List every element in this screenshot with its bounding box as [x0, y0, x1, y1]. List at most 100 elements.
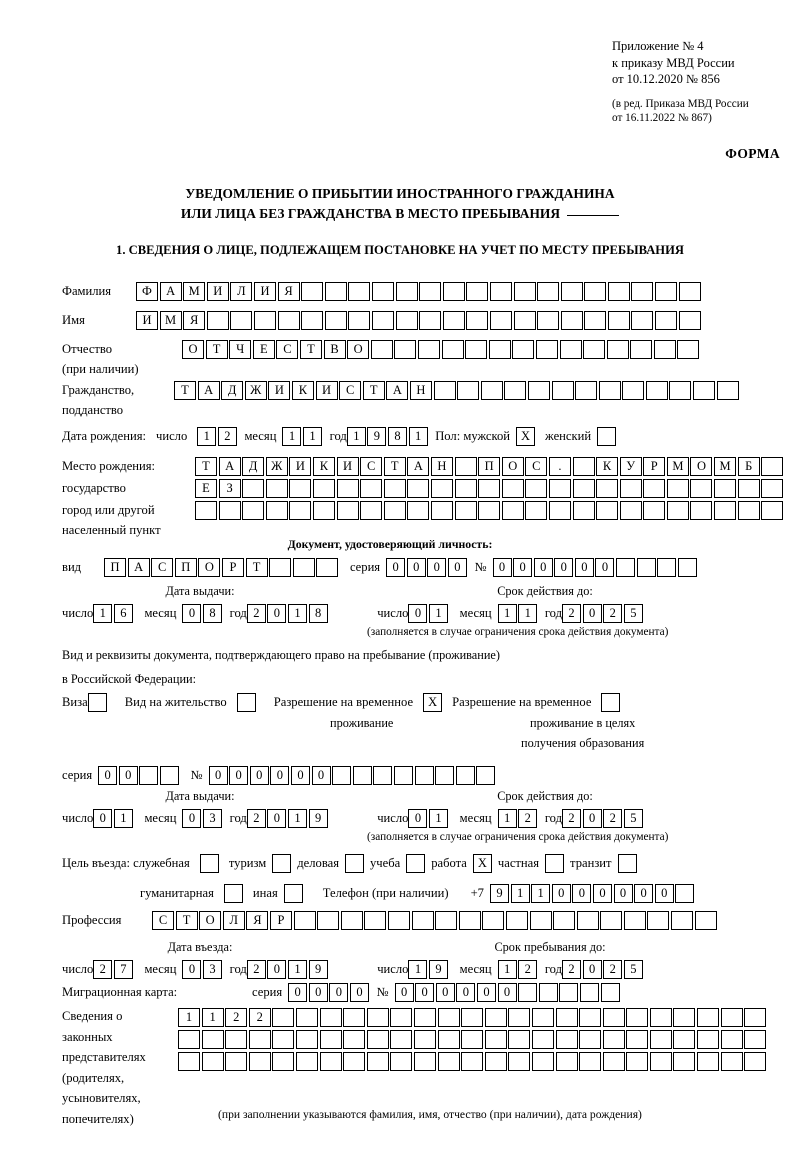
- char-box[interactable]: [293, 911, 316, 930]
- char-box[interactable]: 9: [308, 960, 328, 979]
- char-box[interactable]: Б: [737, 457, 760, 476]
- char-box[interactable]: 0: [574, 558, 594, 577]
- char-box[interactable]: 2: [603, 960, 623, 979]
- char-box[interactable]: [395, 282, 418, 301]
- char-box[interactable]: [383, 479, 406, 498]
- char-box[interactable]: [319, 1008, 342, 1027]
- char-box[interactable]: [647, 911, 670, 930]
- char-box[interactable]: 1: [518, 604, 538, 623]
- char-box[interactable]: 0: [288, 983, 308, 1002]
- reps-row2-boxes[interactable]: [178, 1030, 768, 1049]
- char-box[interactable]: 1: [197, 427, 217, 446]
- char-box[interactable]: Р: [643, 457, 666, 476]
- char-box[interactable]: [390, 1052, 413, 1071]
- char-box[interactable]: С: [339, 381, 362, 400]
- char-box[interactable]: 0: [497, 983, 517, 1002]
- char-box[interactable]: [737, 479, 760, 498]
- char-box[interactable]: Д: [221, 381, 244, 400]
- char-box[interactable]: 2: [603, 809, 623, 828]
- char-box[interactable]: [242, 501, 265, 520]
- char-box[interactable]: 0: [329, 983, 349, 1002]
- checkbox-purpose-study[interactable]: [406, 854, 426, 873]
- char-box[interactable]: [505, 911, 528, 930]
- char-box[interactable]: [324, 282, 347, 301]
- char-box[interactable]: А: [127, 558, 150, 577]
- char-box[interactable]: [508, 1052, 531, 1071]
- char-box[interactable]: И: [315, 381, 338, 400]
- checkbox-purpose-official[interactable]: [199, 854, 219, 873]
- char-box[interactable]: 0: [456, 983, 476, 1002]
- char-box[interactable]: 9: [308, 809, 328, 828]
- char-box[interactable]: [666, 501, 689, 520]
- char-box[interactable]: [371, 282, 394, 301]
- char-box[interactable]: [466, 311, 489, 330]
- char-box[interactable]: [343, 1008, 366, 1027]
- char-box[interactable]: 0: [408, 604, 428, 623]
- char-box[interactable]: [442, 282, 465, 301]
- char-box[interactable]: [373, 766, 393, 785]
- char-box[interactable]: [626, 1030, 649, 1049]
- char-box[interactable]: [761, 457, 784, 476]
- char-box[interactable]: 0: [290, 766, 310, 785]
- char-box[interactable]: [461, 1030, 484, 1049]
- char-box[interactable]: А: [218, 457, 241, 476]
- char-box[interactable]: [269, 558, 292, 577]
- char-box[interactable]: [607, 282, 630, 301]
- char-box[interactable]: [761, 501, 784, 520]
- char-box[interactable]: [602, 1030, 625, 1049]
- char-box[interactable]: [714, 501, 737, 520]
- char-box[interactable]: [414, 766, 434, 785]
- char-box[interactable]: 8: [388, 427, 408, 446]
- char-box[interactable]: [139, 766, 159, 785]
- char-box[interactable]: Ф: [136, 282, 158, 301]
- char-box[interactable]: [671, 911, 694, 930]
- char-box[interactable]: [411, 911, 434, 930]
- char-box[interactable]: 0: [349, 983, 369, 1002]
- char-box[interactable]: [631, 282, 654, 301]
- char-box[interactable]: [548, 501, 571, 520]
- char-box[interactable]: 8: [308, 604, 328, 623]
- char-box[interactable]: 0: [513, 558, 533, 577]
- checkbox-male[interactable]: X: [516, 427, 536, 446]
- char-box[interactable]: 0: [208, 766, 228, 785]
- char-box[interactable]: [602, 1008, 625, 1027]
- checkbox-purpose-private[interactable]: [545, 854, 565, 873]
- char-box[interactable]: [277, 311, 300, 330]
- char-box[interactable]: 0: [267, 960, 287, 979]
- char-box[interactable]: 0: [582, 960, 602, 979]
- char-box[interactable]: [649, 1052, 672, 1071]
- char-box[interactable]: А: [197, 381, 220, 400]
- char-box[interactable]: [666, 479, 689, 498]
- char-box[interactable]: [649, 1030, 672, 1049]
- char-box[interactable]: [343, 1030, 366, 1049]
- char-box[interactable]: Л: [222, 911, 245, 930]
- char-box[interactable]: 7: [113, 960, 133, 979]
- char-box[interactable]: [508, 1008, 531, 1027]
- char-box[interactable]: С: [151, 558, 174, 577]
- char-box[interactable]: [673, 1030, 696, 1049]
- char-box[interactable]: [319, 1030, 342, 1049]
- char-box[interactable]: 2: [603, 604, 623, 623]
- char-box[interactable]: 5: [623, 604, 643, 623]
- char-box[interactable]: [272, 1052, 295, 1071]
- char-box[interactable]: З: [218, 479, 241, 498]
- char-box[interactable]: [504, 381, 527, 400]
- char-box[interactable]: [435, 766, 455, 785]
- char-box[interactable]: [690, 479, 713, 498]
- char-box[interactable]: [455, 766, 475, 785]
- char-box[interactable]: [690, 501, 713, 520]
- char-box[interactable]: [265, 479, 288, 498]
- char-box[interactable]: 2: [246, 604, 266, 623]
- char-box[interactable]: [292, 558, 315, 577]
